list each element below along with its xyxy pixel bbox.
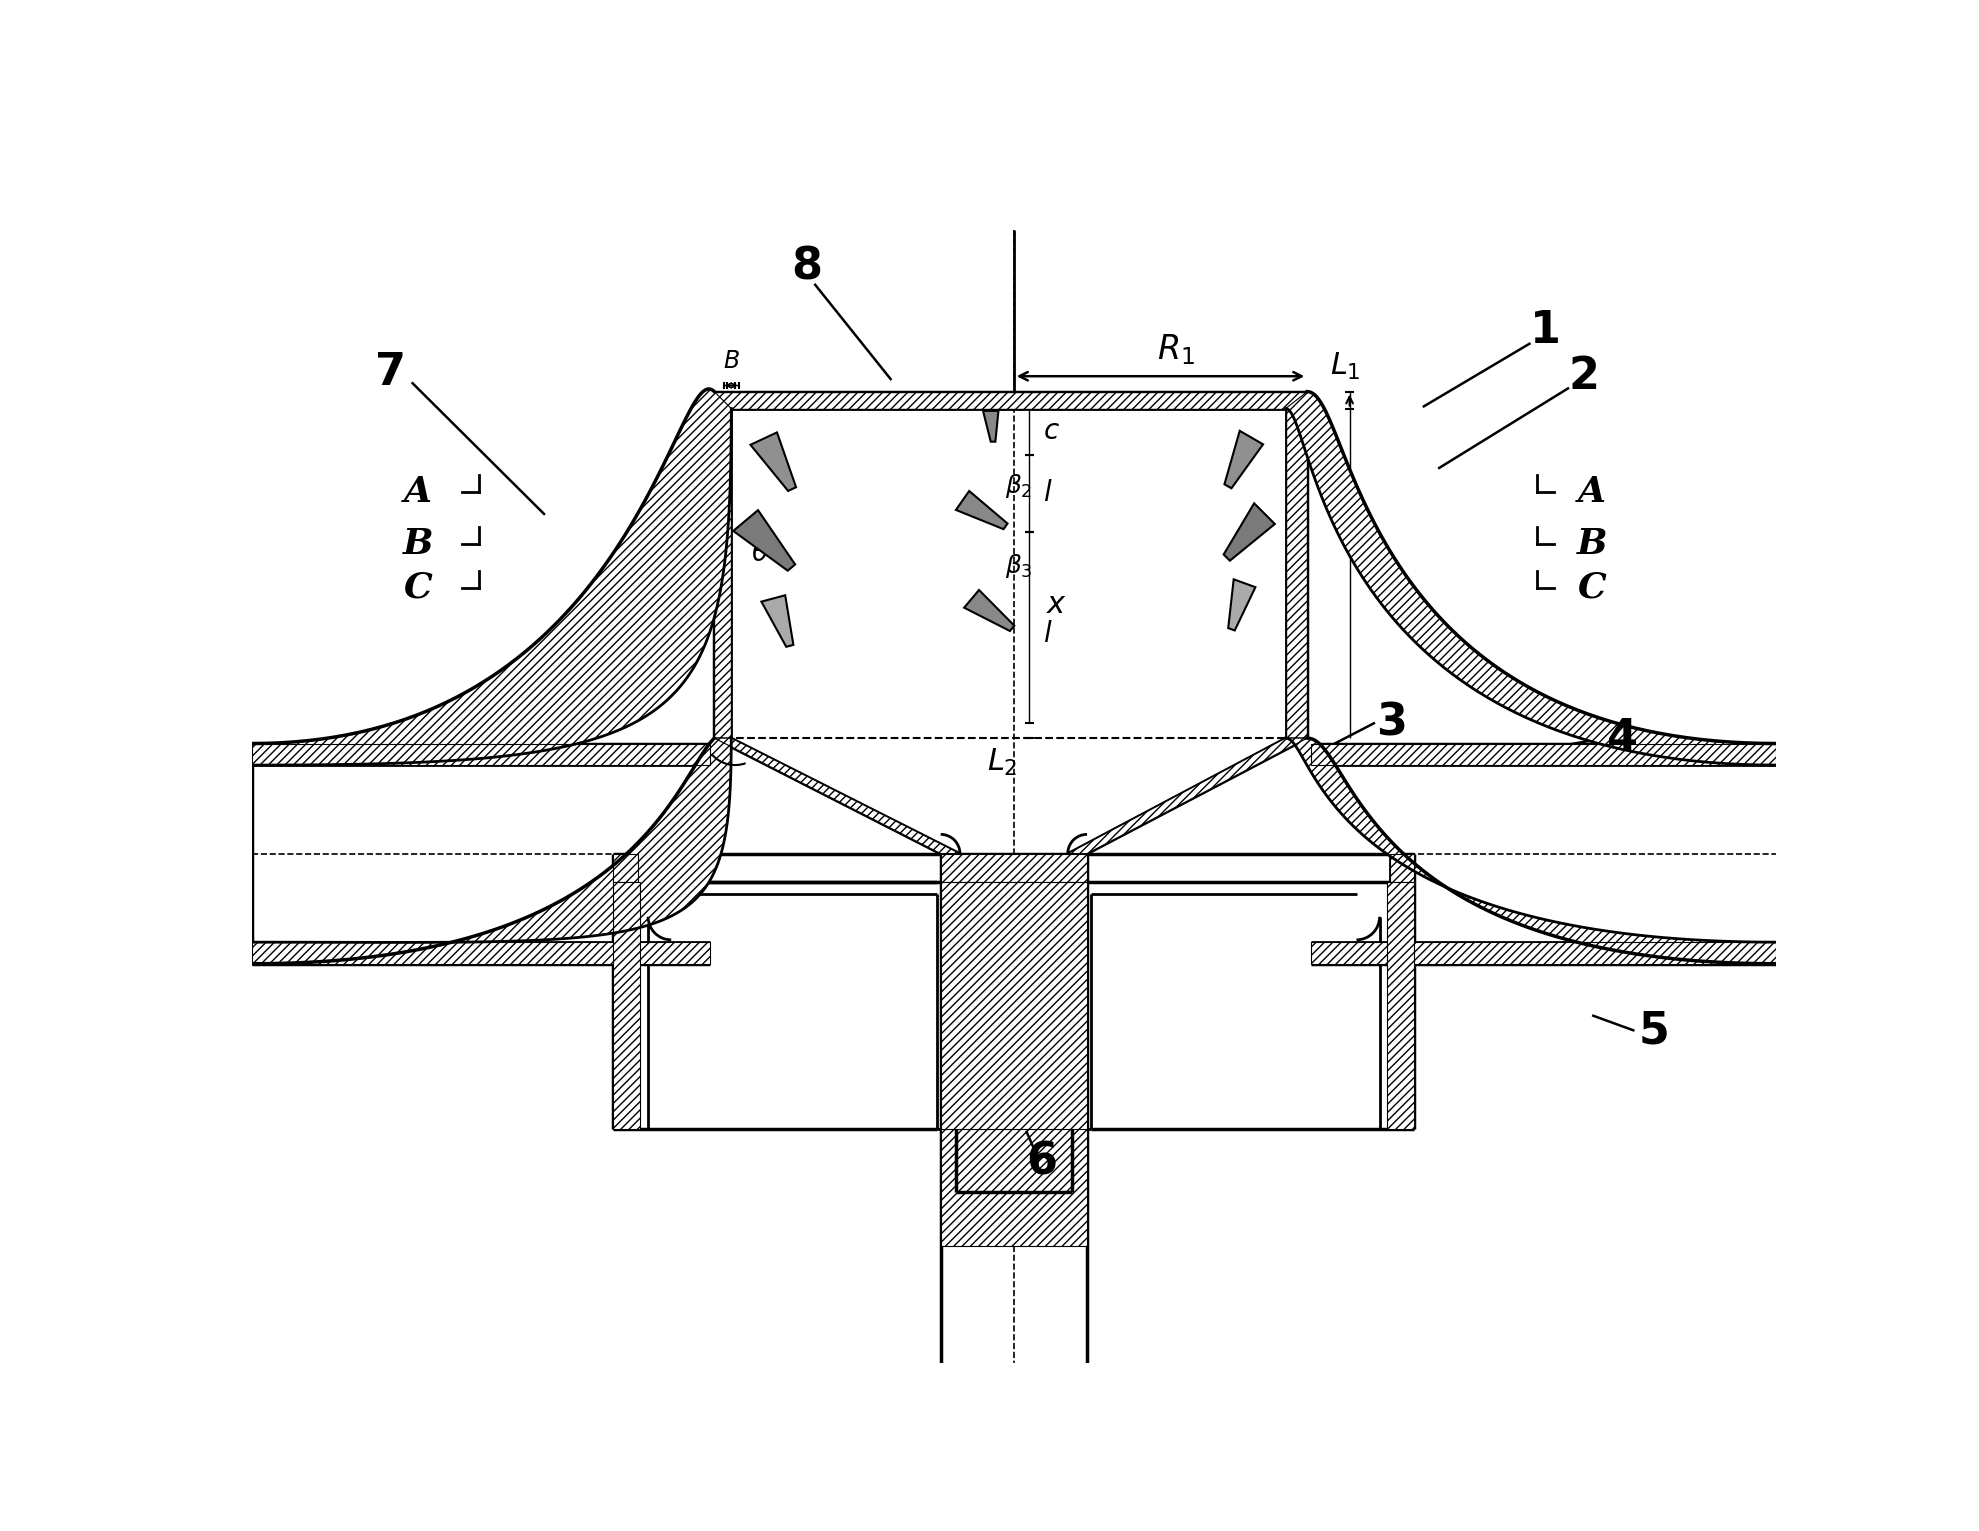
- Polygon shape: [964, 589, 1015, 631]
- Polygon shape: [1310, 744, 1777, 766]
- Polygon shape: [1223, 504, 1274, 560]
- Text: $\beta_3$: $\beta_3$: [1005, 553, 1033, 580]
- Text: $l$: $l$: [1043, 479, 1053, 507]
- Text: $\beta_2$: $\beta_2$: [1005, 472, 1031, 499]
- Polygon shape: [1389, 854, 1415, 882]
- Text: $L_2$: $L_2$: [988, 747, 1017, 778]
- Text: $B$: $B$: [722, 349, 740, 374]
- Polygon shape: [762, 596, 794, 646]
- Text: C: C: [1577, 571, 1607, 605]
- Polygon shape: [940, 854, 1086, 882]
- Text: 1: 1: [1530, 309, 1561, 352]
- Text: C: C: [404, 571, 431, 605]
- Polygon shape: [940, 854, 1086, 1246]
- Polygon shape: [750, 432, 796, 491]
- Text: $c$: $c$: [1043, 418, 1061, 446]
- Polygon shape: [1225, 430, 1263, 488]
- Text: 5: 5: [1639, 1009, 1668, 1052]
- Text: 7: 7: [376, 351, 406, 393]
- Polygon shape: [1286, 392, 1777, 766]
- Text: 2: 2: [1569, 355, 1599, 398]
- Polygon shape: [1310, 942, 1777, 963]
- Text: 4: 4: [1607, 717, 1639, 759]
- Polygon shape: [1286, 409, 1308, 738]
- Polygon shape: [1387, 882, 1415, 1128]
- Polygon shape: [253, 744, 710, 766]
- Polygon shape: [956, 491, 1007, 530]
- Polygon shape: [613, 882, 641, 1128]
- Text: $l$: $l$: [1043, 622, 1053, 649]
- Polygon shape: [714, 392, 1308, 409]
- Text: A: A: [404, 475, 431, 508]
- Polygon shape: [734, 510, 796, 571]
- Text: A: A: [1577, 475, 1607, 508]
- Polygon shape: [714, 409, 732, 738]
- Polygon shape: [253, 738, 732, 963]
- Text: 6: 6: [1025, 1141, 1057, 1183]
- Polygon shape: [253, 942, 710, 963]
- Polygon shape: [1229, 579, 1255, 631]
- Text: 3: 3: [1377, 701, 1407, 744]
- Polygon shape: [984, 410, 999, 441]
- Polygon shape: [613, 854, 637, 882]
- Polygon shape: [1069, 738, 1308, 854]
- Text: B: B: [1577, 527, 1607, 560]
- Polygon shape: [940, 882, 1086, 1128]
- Text: $x$: $x$: [1045, 588, 1067, 620]
- Text: $L_1$: $L_1$: [1330, 351, 1362, 383]
- Text: B: B: [402, 527, 433, 560]
- Polygon shape: [253, 389, 732, 766]
- Polygon shape: [714, 738, 960, 854]
- Text: 8: 8: [792, 245, 821, 288]
- Polygon shape: [1286, 738, 1777, 963]
- Text: $\theta$: $\theta$: [752, 540, 770, 566]
- Text: $R_1$: $R_1$: [1158, 332, 1195, 367]
